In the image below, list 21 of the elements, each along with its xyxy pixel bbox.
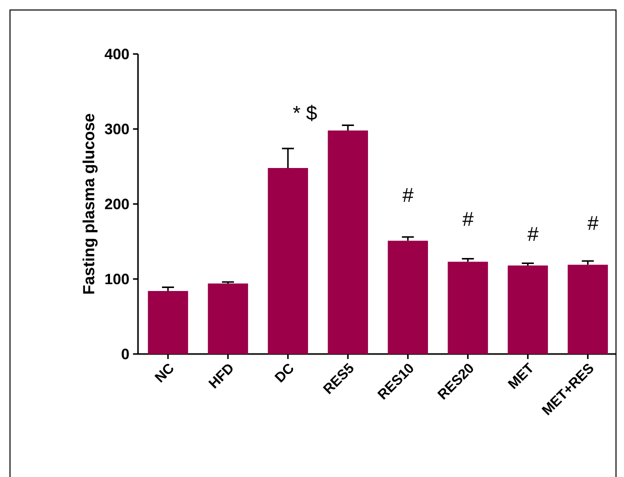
- y-tick-label: 100: [105, 274, 129, 284]
- annotation: #: [528, 227, 538, 241]
- annotation: #: [462, 212, 474, 226]
- bar: [328, 130, 368, 354]
- bar: [268, 168, 308, 354]
- y-tick-label: 200: [104, 198, 129, 210]
- bar: [148, 291, 188, 354]
- annotation: #: [402, 188, 414, 202]
- y-axis-title: Fasting plasma glucose: [82, 114, 98, 294]
- bar: [508, 266, 548, 354]
- y-tick-label: 300: [104, 124, 129, 134]
- annotation: #: [588, 216, 598, 230]
- annotation: * $: [293, 104, 317, 122]
- bar: [448, 262, 488, 354]
- bar: [388, 240, 428, 354]
- bar: [208, 284, 248, 354]
- y-tick-label: 400: [104, 48, 129, 60]
- y-tick-label: 0: [122, 348, 129, 360]
- x-tick-label: NC: [154, 364, 174, 383]
- x-tick-label: DC: [274, 364, 294, 383]
- bar: [568, 264, 608, 354]
